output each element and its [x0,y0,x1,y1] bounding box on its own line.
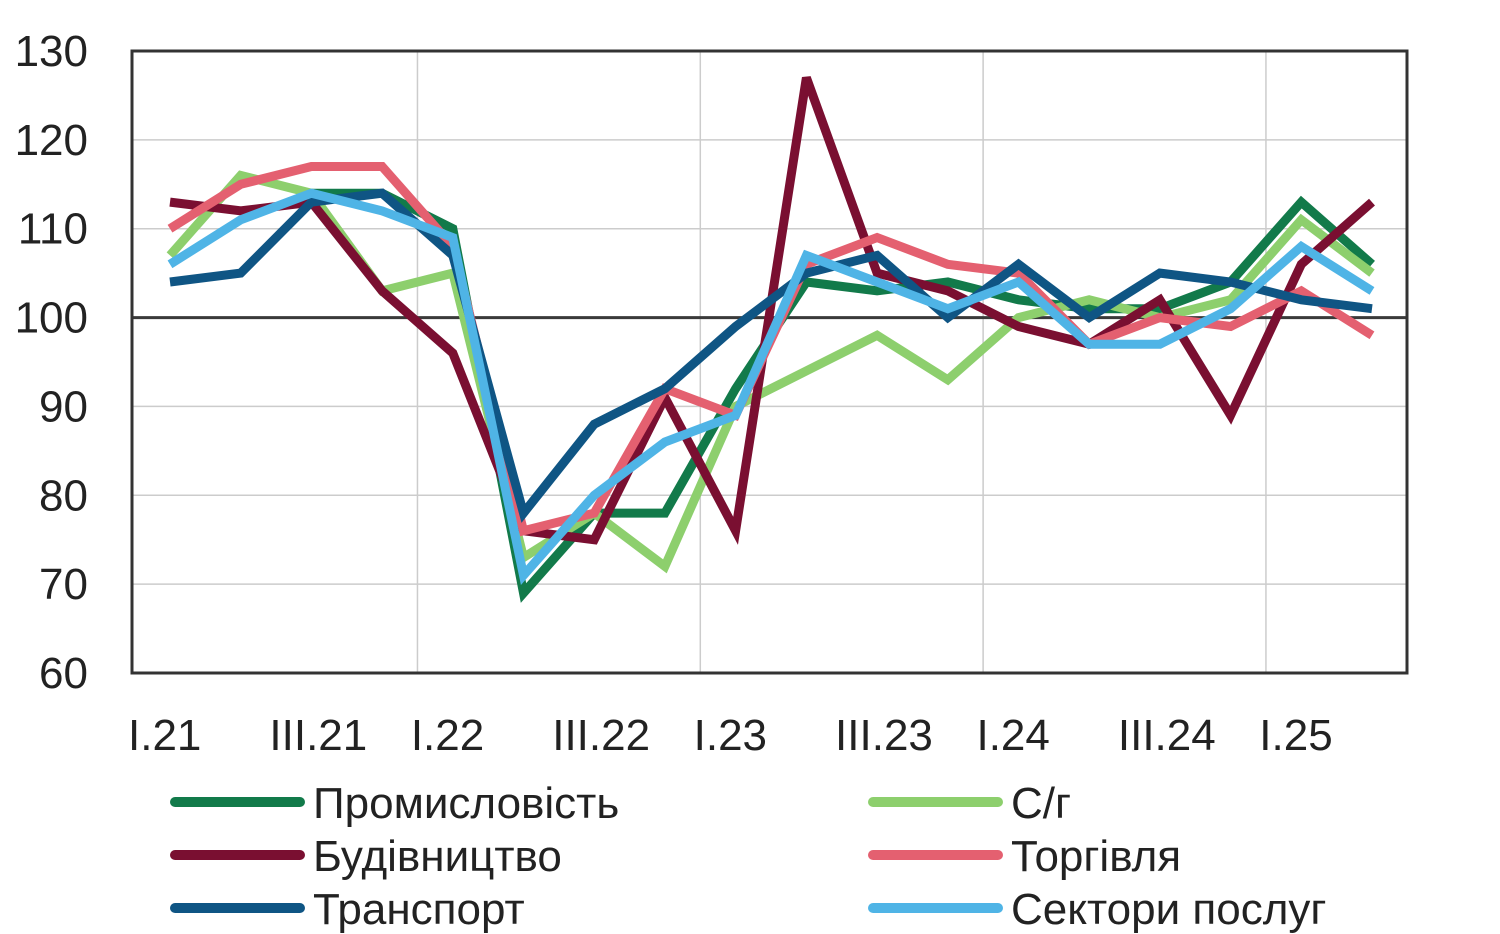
legend: Промисловість С/г Будівництво Торгівля Транс… [170,779,1326,934]
y-tick-label: 110 [18,205,88,254]
x-tick-label: III.22 [552,711,650,760]
x-tick-label: III.24 [1118,711,1216,760]
y-tick-label: 80 [39,471,88,520]
y-tick-labels: 60 70 80 90 100 110 120 130 [15,27,88,698]
x-tick-label: I.25 [1259,711,1332,760]
series-line-4 [169,188,1373,523]
x-tick-label: III.21 [269,711,367,760]
x-tick-label: I.23 [694,711,767,760]
y-tick-label: 130 [15,27,88,76]
series-line-5 [167,188,1375,585]
x-tick-label: I.22 [411,711,484,760]
legend-label: С/г [1011,779,1071,828]
y-tick-label: 90 [39,382,88,431]
legend-label: Транспорт [313,885,525,934]
plot-frame [130,49,1409,675]
y-tick-label: 70 [39,560,88,609]
x-tick-label: I.24 [976,711,1049,760]
y-tick-label: 100 [15,294,88,343]
x-tick-label: I.21 [128,711,201,760]
x-tick-label: III.23 [835,711,933,760]
legend-label: Сектори послуг [1011,885,1326,934]
series-line-1 [166,170,1375,574]
y-tick-label: 60 [39,649,88,698]
legend-label: Торгівля [1011,832,1181,881]
legend-label: Промисловість [313,779,619,828]
series-lines [166,76,1375,603]
x-tick-labels: I.21 III.21 I.22 III.22 I.23 III.23 I.24 III.24… [128,711,1333,760]
y-tick-label: 120 [15,116,88,165]
gridlines [132,50,1407,674]
legend-label: Будівництво [313,832,562,881]
